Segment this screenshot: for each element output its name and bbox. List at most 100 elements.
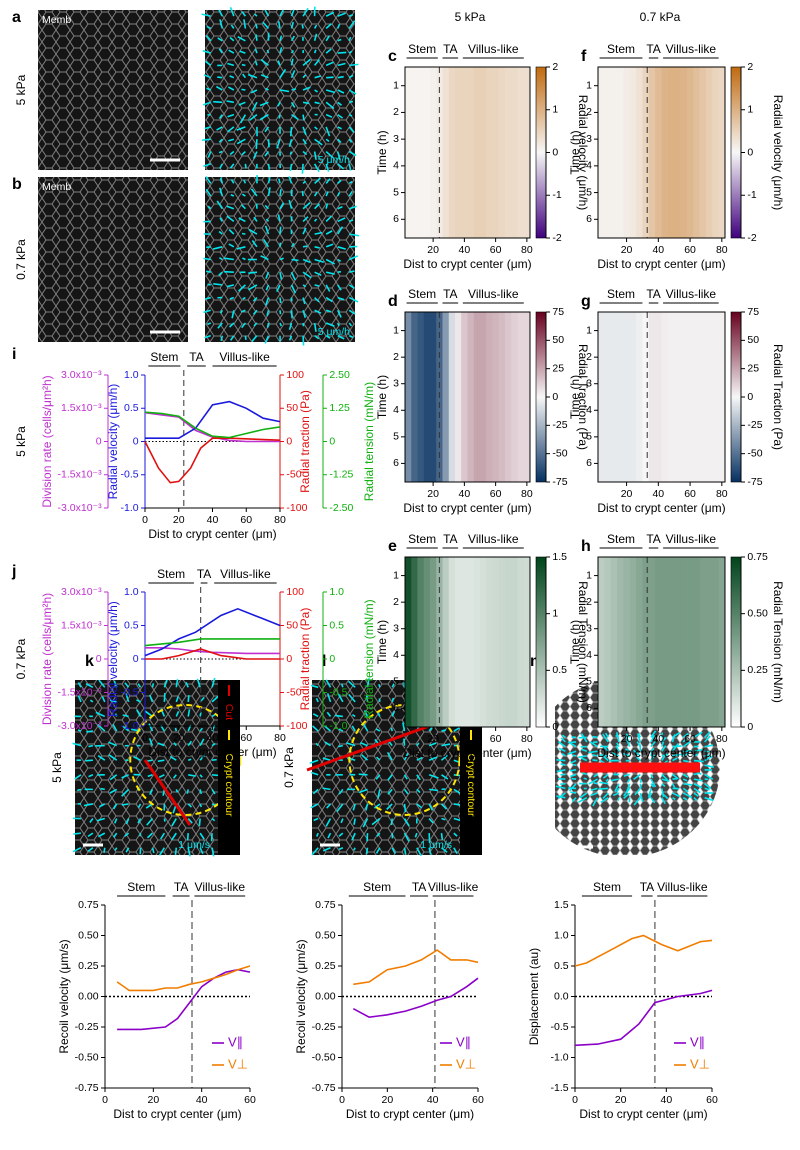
vector-arrow [240, 114, 247, 124]
y-axis-title: Time (h) [568, 375, 582, 419]
vector-arrow [241, 88, 246, 91]
y-tick-label: 0.50 [315, 929, 336, 941]
vector-arrow [315, 697, 319, 703]
y-tick-label: 4 [393, 160, 399, 172]
y-tick-label: 2 [586, 351, 592, 363]
vector-arrow [302, 202, 311, 210]
vector-arrow [325, 215, 333, 222]
vector-arrow [279, 272, 283, 280]
y-tick-label: 0.00 [315, 990, 336, 1002]
region-label: TA [640, 880, 654, 894]
x-axis-title: Dist to crypt center (μm) [148, 527, 276, 541]
vector-arrow [315, 742, 319, 747]
vector-arrow [661, 783, 666, 788]
vector-arrow [98, 679, 106, 688]
vector-arrow [101, 696, 106, 703]
y-axis-title: Radial tension (mN/m) [362, 599, 376, 718]
vector-arrow [290, 284, 297, 294]
vector-arrow [211, 817, 216, 822]
x-tick-label: 40 [196, 1094, 208, 1106]
vector-arrow [236, 138, 246, 145]
heatmap-cell [455, 312, 462, 482]
y-tick-label: 2 [586, 106, 592, 118]
vector-arrow [352, 847, 356, 851]
vector-arrow [266, 322, 270, 328]
vector-arrow [291, 258, 299, 262]
y-tick-label: -1.5x10⁻³ [58, 469, 103, 481]
vector-arrow [440, 833, 444, 840]
colorbar [535, 311, 547, 483]
vector-arrow [348, 334, 354, 339]
heatmap-cell [517, 557, 525, 727]
vector-arrow [202, 49, 211, 54]
heatmap-cell [442, 67, 450, 238]
vector-arrow [639, 778, 642, 783]
vector-arrow [267, 177, 271, 184]
heatmap-cell [655, 67, 662, 238]
heatmap-cell [498, 557, 506, 727]
vector-arrow [290, 101, 296, 108]
vector-arrow [693, 778, 703, 782]
y-tick-label: -1.0 [121, 720, 139, 732]
vector-arrow [137, 818, 142, 824]
vector-arrow [241, 193, 246, 197]
heatmap-cell [642, 312, 650, 482]
vector-arrow [76, 788, 82, 792]
colorbar [730, 311, 742, 483]
vector-arrow [326, 693, 332, 703]
vector-arrow [220, 309, 224, 314]
vector-arrow [262, 238, 270, 248]
region-label: Stem [363, 880, 391, 894]
x-tick-label: 20 [381, 1094, 393, 1106]
vector-arrow [693, 792, 699, 797]
vector-arrow [175, 789, 179, 793]
x-tick-label: 60 [240, 514, 252, 526]
vector-arrow [650, 747, 655, 752]
vector-arrow [605, 778, 609, 782]
heatmap-cell [486, 312, 493, 482]
vector-arrow [291, 113, 299, 121]
heatmap-cell [610, 557, 618, 727]
vector-arrow [387, 774, 393, 781]
y-tick-label: 0.5 [124, 402, 139, 414]
vector-arrow [265, 87, 269, 91]
vector-arrow [146, 832, 154, 839]
vector-arrow [187, 695, 190, 702]
y-tick-label: 0 [747, 391, 753, 403]
vector-arrow [349, 100, 354, 104]
x-tick-label: 20 [173, 514, 185, 526]
region-label: Stem [157, 567, 185, 581]
vector-arrow [403, 832, 410, 842]
x-tick-label: 60 [684, 488, 696, 500]
vector-arrow [302, 310, 307, 319]
vector-arrow [371, 817, 381, 826]
vector-arrow [236, 126, 246, 131]
vector-arrow [351, 713, 356, 718]
vector-arrow [196, 678, 201, 688]
vector-arrow [204, 60, 212, 67]
heatmap-cell [473, 557, 481, 727]
heatmap-cell [523, 557, 531, 727]
x-tick-label: 80 [716, 488, 728, 500]
vector-arrow [580, 733, 588, 743]
heatmap-cell [598, 312, 605, 482]
region-label: Villus-like [468, 42, 519, 56]
vector-arrow [592, 735, 598, 739]
vector-arrow [237, 284, 246, 292]
heatmap-cell [448, 557, 456, 727]
vector-arrow [279, 47, 283, 54]
y-tick-label: -1.0 [121, 502, 139, 514]
vector-arrow [218, 230, 223, 235]
vector-arrow [348, 89, 357, 95]
vector-arrow [671, 743, 680, 752]
vector-arrow [615, 745, 620, 752]
y-tick-label: -0.50 [75, 1051, 99, 1063]
y-tick-label: 0.75 [78, 899, 99, 911]
vector-arrow [693, 731, 703, 739]
y-tick-label: 100 [286, 369, 304, 381]
vector-arrow [391, 710, 396, 717]
vector-arrow [112, 723, 118, 732]
vector-arrow [311, 847, 319, 856]
region-label: TA [443, 42, 457, 56]
vector-arrow [148, 738, 154, 746]
